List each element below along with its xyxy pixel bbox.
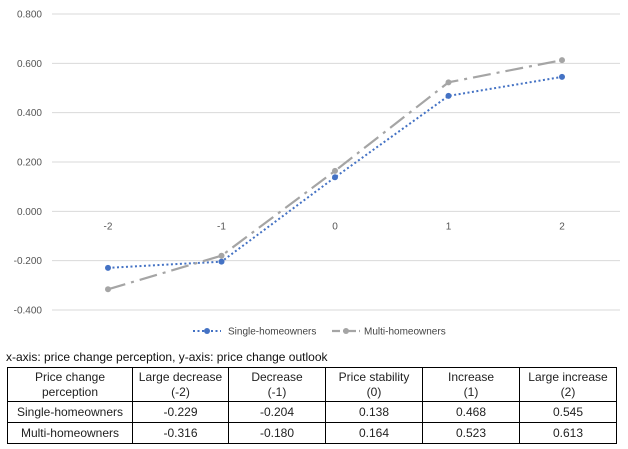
x-tick-label: -1 [217,221,226,232]
table-row: Single-homeowners -0.229 -0.204 0.138 0.… [7,401,617,423]
table-row-label: Multi-homeowners [7,422,133,444]
table-cell: 0.138 [325,401,423,423]
table-cell: -0.316 [132,422,229,444]
data-point [559,73,565,80]
y-tick-label: 0.000 [17,207,42,218]
legend-label: Single-homeowners [228,327,316,338]
table-header-cell: Price change perception [7,367,133,402]
data-point [559,57,565,64]
legend-marker [204,328,210,334]
data-point [445,79,452,86]
data-point [105,286,111,293]
series-line-single-homeowners [107,75,563,269]
table-cell: 0.545 [519,401,617,423]
table-cell: -0.180 [228,422,326,444]
series-line-multi-homeowners [107,59,563,291]
table-header-cell: Price stability (0) [325,367,423,402]
table-row: Multi-homeowners -0.316 -0.180 0.164 0.5… [7,422,617,444]
table-row-label: Single-homeowners [7,401,133,423]
data-point [332,174,338,181]
table-header-cell: Large increase (2) [519,367,617,402]
y-tick-label: -0.400 [14,306,43,317]
y-tick-label: 0.200 [17,158,42,169]
table-cell: 0.613 [519,422,617,444]
table-cell: -0.204 [228,401,326,423]
data-point [332,167,338,174]
y-tick-label: 0.800 [17,10,42,21]
line-chart: 0.800 0.600 0.400 0.200 0.000 -0.200 -0.400 -2 -… [14,10,620,338]
y-tick-label: 0.600 [17,59,42,70]
table-cell: 0.164 [325,422,423,444]
legend-label: Multi-homeowners [364,327,446,338]
table-cell: 0.468 [422,401,520,423]
table-cell: 0.523 [422,422,520,444]
table-cell: -0.229 [132,401,229,423]
data-point [105,264,111,271]
table-header-cell: Decrease (-1) [228,367,326,402]
x-tick-label: 2 [559,221,565,232]
x-tick-label: -2 [104,221,113,232]
data-point [445,92,452,99]
table-header-row: Price change perception Large decrease (-2… [7,367,617,402]
y-tick-label: 0.400 [17,108,42,119]
x-tick-label: 0 [332,221,338,232]
x-tick-label: 1 [446,221,452,232]
y-tick-label: -0.200 [14,256,43,267]
data-table: Price change perception Large decrease (-2… [7,367,617,444]
table-header-cell: Large decrease (-2) [132,367,229,402]
data-point [218,252,225,259]
chart-caption: x-axis: price change perception, y-axis:… [6,350,328,364]
legend-marker [343,328,349,334]
table-header-cell: Increase (1) [422,367,520,402]
data-point [218,258,225,265]
